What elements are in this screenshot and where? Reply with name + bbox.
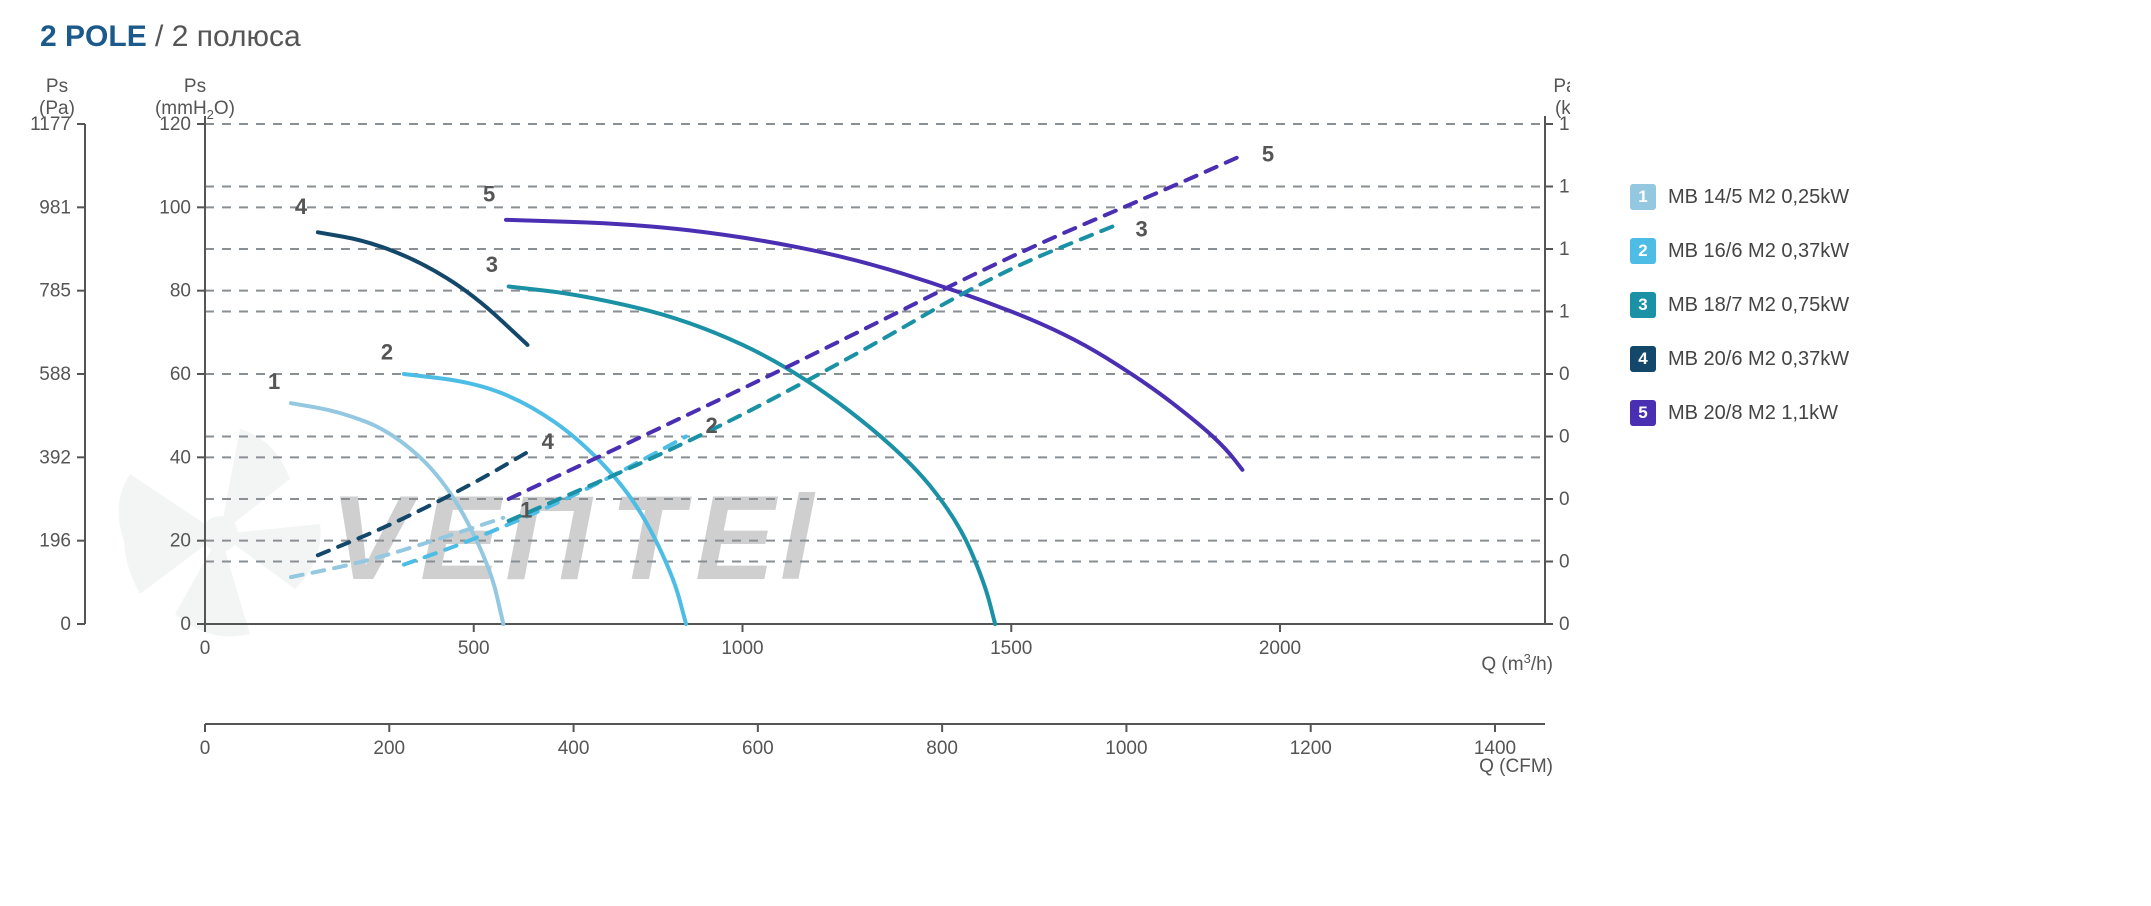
svg-text:400: 400 bbox=[558, 738, 590, 759]
svg-text:(kW): (kW) bbox=[1555, 98, 1570, 119]
svg-text:1,20: 1,20 bbox=[1559, 239, 1570, 260]
svg-text:0,00: 0,00 bbox=[1559, 614, 1570, 635]
svg-text:392: 392 bbox=[39, 447, 71, 468]
svg-text:Ps: Ps bbox=[46, 76, 68, 97]
svg-text:20: 20 bbox=[170, 531, 191, 552]
title-main: 2 POLE bbox=[40, 20, 147, 53]
svg-text:40: 40 bbox=[170, 447, 191, 468]
svg-text:1,00: 1,00 bbox=[1559, 302, 1570, 323]
svg-text:200: 200 bbox=[373, 738, 405, 759]
svg-text:1000: 1000 bbox=[1105, 738, 1147, 759]
svg-text:800: 800 bbox=[926, 738, 958, 759]
svg-text:100: 100 bbox=[159, 197, 191, 218]
svg-text:Q (CFM): Q (CFM) bbox=[1479, 756, 1553, 777]
legend-item-3: 3 MB 18/7 M2 0,75kW bbox=[1630, 292, 1849, 318]
svg-text:(mmH2O): (mmH2O) bbox=[155, 98, 235, 122]
svg-text:600: 600 bbox=[742, 738, 774, 759]
legend-label-4: MB 20/6 M2 0,37kW bbox=[1668, 348, 1849, 371]
legend-item-5: 5 MB 20/8 M2 1,1kW bbox=[1630, 400, 1849, 426]
svg-text:0: 0 bbox=[200, 738, 211, 759]
legend-label-1: MB 14/5 M2 0,25kW bbox=[1668, 186, 1849, 209]
legend-badge-3: 3 bbox=[1630, 292, 1656, 318]
legend-label-5: MB 20/8 M2 1,1kW bbox=[1668, 402, 1838, 425]
svg-text:1,40: 1,40 bbox=[1559, 177, 1570, 198]
svg-text:0,40: 0,40 bbox=[1559, 489, 1570, 510]
svg-text:2: 2 bbox=[706, 413, 718, 438]
legend-label-3: MB 18/7 M2 0,75kW bbox=[1668, 294, 1849, 317]
svg-text:(Pa): (Pa) bbox=[39, 98, 75, 119]
svg-text:4: 4 bbox=[295, 194, 308, 219]
svg-text:1000: 1000 bbox=[721, 638, 763, 659]
chart-title: 2 POLE / 2 полюса bbox=[40, 20, 2151, 54]
title-sep: / bbox=[147, 20, 172, 53]
svg-text:196: 196 bbox=[39, 531, 71, 552]
svg-text:0,20: 0,20 bbox=[1559, 552, 1570, 573]
svg-text:1500: 1500 bbox=[990, 638, 1032, 659]
svg-text:1: 1 bbox=[268, 369, 280, 394]
svg-text:80: 80 bbox=[170, 281, 191, 302]
legend-label-2: MB 16/6 M2 0,37kW bbox=[1668, 240, 1849, 263]
svg-text:0: 0 bbox=[200, 638, 211, 659]
legend-item-2: 2 MB 16/6 M2 0,37kW bbox=[1630, 238, 1849, 264]
svg-text:0,80: 0,80 bbox=[1559, 364, 1570, 385]
legend: 1 MB 14/5 M2 0,25kW 2 MB 16/6 M2 0,37kW 3 MB … bbox=[1630, 184, 1849, 454]
svg-text:2000: 2000 bbox=[1259, 638, 1301, 659]
svg-text:4: 4 bbox=[542, 429, 555, 454]
svg-text:588: 588 bbox=[39, 364, 71, 385]
svg-text:60: 60 bbox=[170, 364, 191, 385]
chart-root: 2 POLE / 2 полюса V bbox=[20, 20, 2151, 854]
legend-item-4: 4 MB 20/6 M2 0,37kW bbox=[1630, 346, 1849, 372]
svg-text:500: 500 bbox=[458, 638, 490, 659]
svg-text:Pabs: Pabs bbox=[1553, 76, 1570, 97]
svg-text:3: 3 bbox=[1136, 216, 1148, 241]
svg-text:5: 5 bbox=[1262, 141, 1274, 166]
svg-text:981: 981 bbox=[39, 197, 71, 218]
title-sub: 2 полюса bbox=[172, 20, 301, 53]
svg-text:5: 5 bbox=[483, 181, 495, 206]
svg-text:Ps: Ps bbox=[184, 76, 206, 97]
svg-text:Q (m3/h): Q (m3/h) bbox=[1481, 651, 1553, 675]
legend-item-1: 1 MB 14/5 M2 0,25kW bbox=[1630, 184, 1849, 210]
legend-badge-2: 2 bbox=[1630, 238, 1656, 264]
svg-text:1: 1 bbox=[520, 498, 532, 523]
legend-badge-1: 1 bbox=[1630, 184, 1656, 210]
svg-text:2: 2 bbox=[381, 340, 393, 365]
legend-badge-4: 4 bbox=[1630, 346, 1656, 372]
svg-text:0,60: 0,60 bbox=[1559, 427, 1570, 448]
svg-text:785: 785 bbox=[39, 281, 71, 302]
svg-text:3: 3 bbox=[486, 252, 498, 277]
svg-text:0: 0 bbox=[60, 614, 71, 635]
legend-badge-5: 5 bbox=[1630, 400, 1656, 426]
svg-text:0: 0 bbox=[180, 614, 191, 635]
svg-text:1200: 1200 bbox=[1290, 738, 1332, 759]
chart-plot: 01963925887859811177Ps(Pa)02040608010012… bbox=[20, 74, 1570, 854]
